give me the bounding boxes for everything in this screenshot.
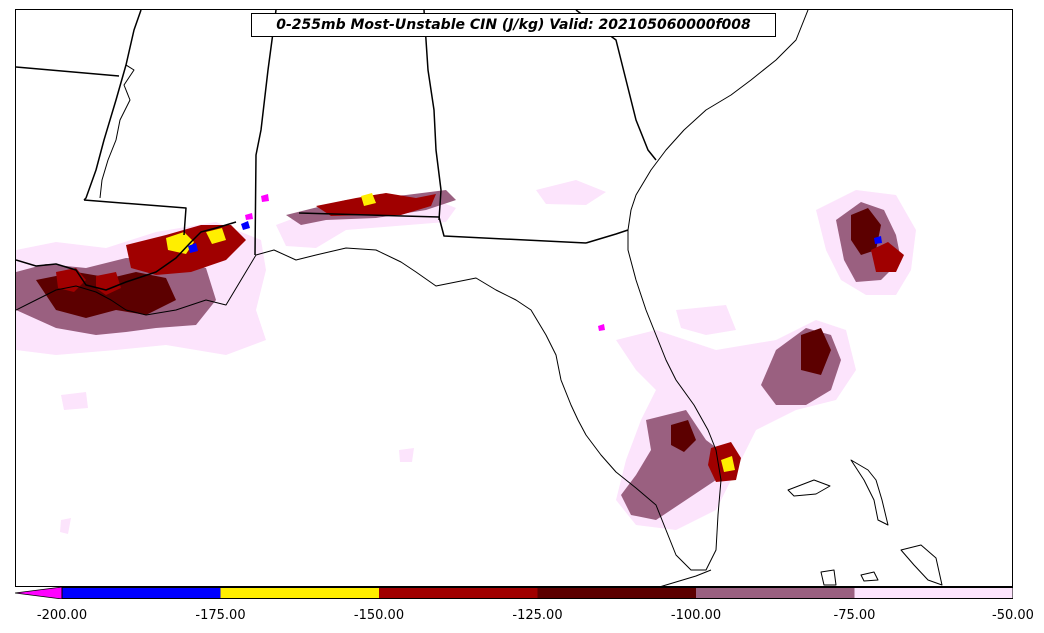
cin-region-magenta-2 <box>245 213 253 220</box>
colorbar-tick-label: -100.00 <box>670 608 722 623</box>
colorbar-tick-label: -75.00 <box>833 608 876 623</box>
cin-region-blue-1 <box>188 243 198 253</box>
state-border-fl-ga <box>585 229 629 244</box>
state-border-al-ga <box>423 10 442 221</box>
colorbar-under-extension <box>15 587 63 599</box>
coastline-atlantic-north <box>627 10 809 231</box>
colorbar-tick-label: -125.00 <box>512 608 563 623</box>
map-boundaries <box>16 10 657 291</box>
cin-region-scatter-light-3 <box>61 392 88 410</box>
cin-region-yellow-3 <box>721 456 735 472</box>
island-bahamas-4 <box>820 569 837 586</box>
colorbar-bin-5 <box>854 587 1013 599</box>
cin-map <box>16 10 943 586</box>
cin-shading <box>16 180 916 534</box>
colorbar-tick-label: -150.00 <box>353 608 405 623</box>
colorbar-bin-4 <box>696 587 855 599</box>
cin-region-peninsula-darkred <box>671 420 696 452</box>
colorbar-bin-2 <box>379 587 538 599</box>
island-bahamas-1 <box>850 459 889 526</box>
colorbar-bin-0 <box>62 587 221 599</box>
coastline <box>16 10 943 586</box>
colorbar-tick-label: -50.00 <box>992 608 1034 623</box>
cin-region-blue-3 <box>874 236 882 244</box>
cin-region-scatter-light-5 <box>60 518 71 534</box>
state-border-ar-ms <box>16 66 120 77</box>
colorbar-bin-1 <box>220 587 379 599</box>
cin-region-peninsula-mauve <box>621 410 726 520</box>
cin-region-ne-darkred <box>851 208 881 255</box>
colorbar-tick-label: -175.00 <box>195 608 246 623</box>
island-bahamas-3 <box>900 544 943 586</box>
cin-region-yellow-2 <box>206 228 226 244</box>
cin-region-blue-2 <box>241 221 250 230</box>
state-border-la-ms <box>16 221 237 291</box>
colorbar-tick-label: -200.00 <box>36 608 88 623</box>
cin-region-magenta-3 <box>598 324 605 331</box>
colorbar-bins <box>62 587 1013 599</box>
map-panel <box>15 9 1013 587</box>
colorbar-outline <box>61 587 1013 599</box>
state-border-al-fl <box>298 212 587 244</box>
state-border-ms-al <box>254 10 277 256</box>
cin-region-scatter-light-2 <box>676 305 736 335</box>
cin-region-yellow-1 <box>166 232 194 254</box>
map-title: 0-255mb Most-Unstable CIN (J/kg) Valid: … <box>251 13 776 37</box>
cin-region-magenta-1 <box>261 194 269 202</box>
cin-region-scatter-light-4 <box>399 448 414 462</box>
cin-region-atlantic-darkred <box>801 328 831 375</box>
colorbar <box>15 587 1013 599</box>
cin-region-panhandle-red <box>316 193 436 216</box>
cin-region-yellow-4 <box>361 193 376 206</box>
cin-region-ne-red <box>871 242 904 272</box>
island-bahamas-2 <box>787 479 831 497</box>
state-border-ms-west <box>83 10 142 201</box>
cin-region-scatter-light-1 <box>536 180 606 205</box>
colorbar-bin-3 <box>537 587 696 599</box>
island-bahamas-5 <box>860 571 879 582</box>
coastline-mississippi-river <box>99 64 135 199</box>
coastline-gulf-north <box>16 230 722 571</box>
keys <box>660 569 712 586</box>
state-border-ms-south <box>83 199 187 236</box>
